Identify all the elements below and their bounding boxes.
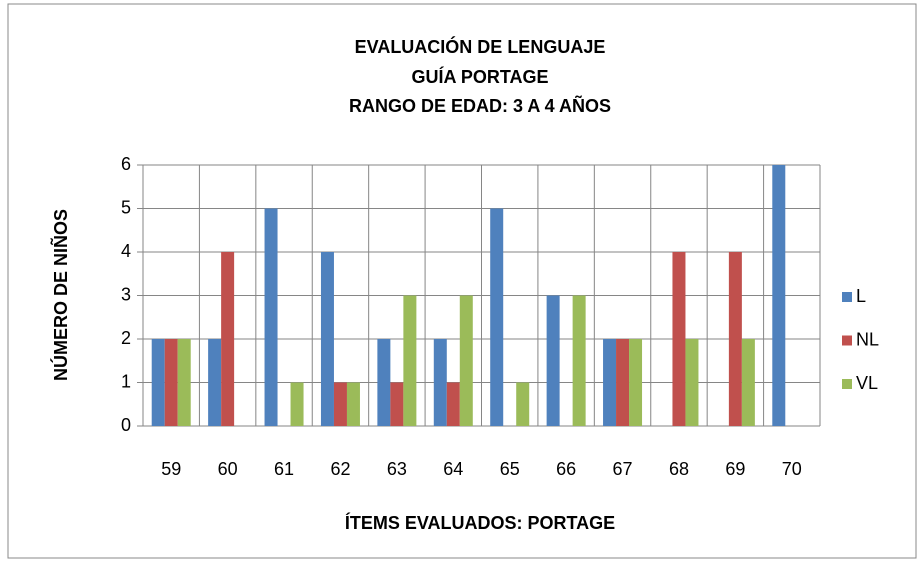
bar: [603, 339, 617, 426]
bar: [433, 339, 447, 426]
bar: [264, 208, 278, 426]
bar: [516, 382, 530, 426]
y-tick-label: 6: [121, 154, 131, 174]
bar: [320, 252, 334, 426]
y-tick-label: 3: [121, 284, 131, 304]
legend-swatch: [842, 379, 852, 389]
bar: [772, 165, 786, 426]
chart-subtitle: RANGO DE EDAD: 3 A 4 AÑOS: [349, 95, 611, 116]
bar: [685, 339, 699, 426]
bar: [333, 382, 347, 426]
x-axis-title: ÍTEMS EVALUADOS: PORTAGE: [345, 512, 615, 533]
bar: [403, 295, 417, 426]
legend-swatch: [842, 335, 852, 346]
bar: [572, 295, 586, 426]
legend-label: L: [856, 286, 866, 306]
bar: [164, 339, 178, 426]
x-tick-label: 60: [218, 459, 238, 479]
bar: [177, 339, 191, 426]
chart-subtitle: GUÍA PORTAGE: [411, 66, 548, 87]
y-axis-title: NÚMERO DE NIÑOS: [50, 209, 71, 381]
bar: [546, 295, 560, 426]
bar: [390, 382, 404, 426]
bar: [672, 252, 686, 426]
y-tick-label: 2: [121, 328, 131, 348]
bar: [741, 339, 755, 426]
y-tick-label: 1: [121, 371, 131, 391]
bar: [290, 382, 304, 426]
bar: [616, 339, 630, 426]
x-tick-label: 68: [669, 459, 689, 479]
bar: [728, 252, 742, 426]
x-tick-label: 63: [387, 459, 407, 479]
bar: [459, 295, 473, 426]
x-tick-label: 61: [274, 459, 294, 479]
bar: [221, 252, 235, 426]
x-tick-label: 62: [330, 459, 350, 479]
bar: [490, 208, 504, 426]
x-tick-label: 66: [556, 459, 576, 479]
x-tick-label: 65: [500, 459, 520, 479]
y-tick-label: 0: [121, 415, 131, 435]
legend-label: VL: [856, 373, 878, 393]
legend-swatch: [842, 292, 852, 302]
bar: [377, 339, 391, 426]
chart-border: [7, 3, 917, 559]
bar: [629, 339, 643, 426]
x-tick-label: 69: [725, 459, 745, 479]
chart-title: EVALUACIÓN DE LENGUAJE: [355, 36, 606, 57]
bar: [446, 382, 460, 426]
y-tick-label: 4: [121, 241, 131, 261]
y-tick-label: 5: [121, 197, 131, 217]
x-tick-label: 67: [613, 459, 633, 479]
bar: [151, 339, 165, 426]
bar: [208, 339, 222, 426]
x-tick-label: 59: [161, 459, 181, 479]
bar: [346, 382, 360, 426]
x-tick-label: 64: [443, 459, 463, 479]
legend-label: NL: [856, 329, 879, 349]
x-tick-label: 70: [782, 459, 802, 479]
